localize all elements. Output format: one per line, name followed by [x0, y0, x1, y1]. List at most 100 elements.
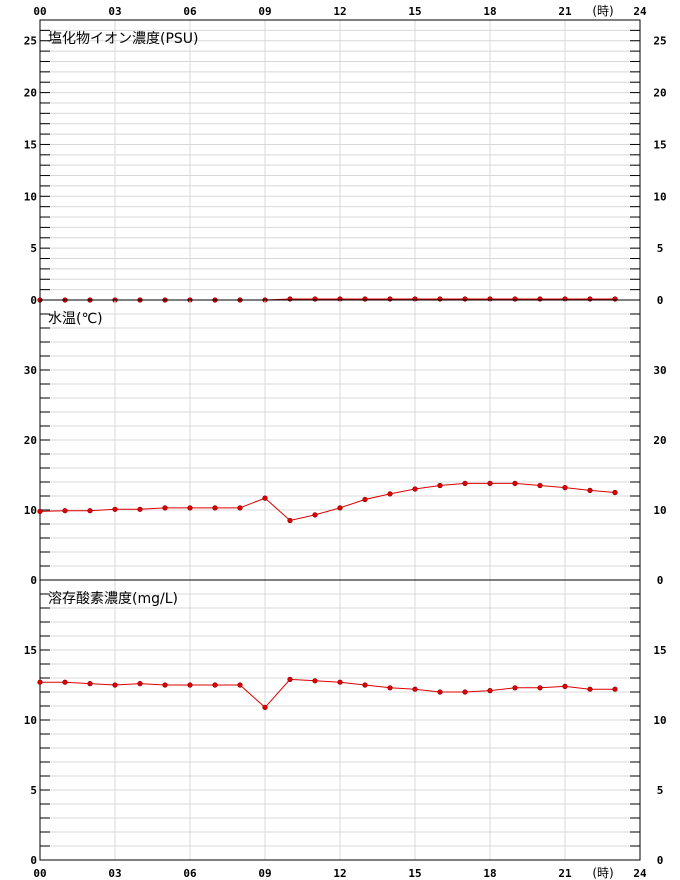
y-tick-label-left: 20: [24, 87, 37, 100]
y-tick-label-left: 0: [30, 854, 37, 867]
data-point: [37, 508, 43, 515]
data-point: [137, 680, 143, 687]
y-tick-label-left: 30: [24, 364, 37, 377]
data-point: [87, 508, 93, 514]
y-tick-label-left: 20: [24, 434, 37, 447]
data-point: [162, 682, 168, 688]
x-tick-label-top: 12: [333, 5, 346, 18]
x-tick-label-bottom: 15: [408, 867, 421, 880]
y-tick-label-right: 10: [653, 714, 666, 727]
data-point: [512, 685, 518, 691]
data-point: [537, 296, 543, 302]
y-tick-label-left: 10: [24, 504, 37, 517]
data-point: [537, 482, 543, 489]
x-tick-label-bottom: 12: [333, 867, 346, 880]
y-tick-label-left: 5: [30, 784, 37, 797]
x-tick-label-top: 06: [183, 5, 197, 18]
data-point: [387, 685, 393, 691]
y-tick-label-right: 20: [653, 434, 666, 447]
x-tick-label-bottom: 03: [108, 867, 121, 880]
x-tick-label-bottom: 18: [483, 867, 496, 880]
data-point: [462, 480, 468, 487]
y-tick-label-right: 25: [653, 35, 666, 48]
x-tick-label-bottom: 21: [558, 867, 572, 880]
data-point: [137, 506, 143, 512]
data-point: [237, 682, 243, 688]
data-point: [587, 487, 593, 494]
data-point: [512, 296, 518, 302]
data-point: [362, 296, 368, 302]
x-tick-label-bottom: 24: [633, 867, 647, 880]
panel-3: [37, 579, 641, 861]
data-point: [262, 704, 268, 711]
x-unit-label-top: (時): [592, 4, 613, 18]
y-tick-label-left: 15: [24, 138, 37, 151]
series-line: [39, 482, 616, 522]
panel-title: 水温(℃): [48, 311, 103, 327]
data-point: [437, 689, 443, 695]
data-point: [187, 682, 193, 688]
data-point: [37, 679, 43, 685]
data-point: [612, 489, 618, 496]
data-point: [587, 296, 593, 302]
y-tick-label-right: 0: [657, 854, 664, 867]
data-point: [562, 683, 568, 690]
data-point: [287, 676, 293, 683]
data-point: [62, 508, 68, 514]
data-point: [337, 679, 343, 685]
data-point: [312, 678, 318, 684]
data-point: [212, 505, 218, 511]
panel-2: [37, 299, 641, 581]
data-point: [87, 680, 93, 687]
data-point: [487, 687, 493, 694]
panel-title: 塩化物イオン濃度(PSU): [48, 31, 199, 47]
data-point: [112, 682, 118, 688]
y-tick-label-left: 0: [30, 294, 37, 307]
data-point: [612, 686, 618, 692]
data-point: [437, 482, 443, 489]
data-point: [412, 686, 418, 692]
x-unit-label-bottom: (時): [592, 866, 613, 880]
y-tick-label-right: 5: [657, 784, 664, 797]
data-point: [362, 682, 368, 688]
y-tick-label-right: 10: [653, 190, 666, 203]
x-tick-label-top: 18: [483, 5, 496, 18]
data-point: [337, 505, 343, 511]
data-point: [487, 480, 493, 487]
x-tick-label-top: 00: [33, 5, 46, 18]
y-tick-label-left: 5: [30, 242, 37, 255]
y-tick-label-right: 5: [657, 242, 664, 255]
y-tick-label-right: 15: [653, 644, 666, 657]
data-point: [462, 689, 468, 695]
data-point: [387, 491, 393, 497]
data-point: [62, 679, 68, 685]
data-point: [312, 296, 318, 302]
data-point: [437, 296, 443, 302]
panel-title: 溶存酸素濃度(mg/L): [48, 591, 178, 607]
data-point: [587, 686, 593, 692]
y-tick-label-left: 25: [24, 35, 37, 48]
panel-1: [37, 19, 641, 303]
data-point: [112, 506, 118, 512]
data-point: [512, 480, 518, 487]
data-point: [412, 486, 418, 492]
y-tick-label-left: 15: [24, 644, 37, 657]
data-point: [237, 505, 243, 511]
panel-frame: [39, 579, 641, 861]
y-tick-label-left: 0: [30, 574, 37, 587]
series-line: [40, 678, 615, 709]
data-point: [212, 682, 218, 688]
data-point: [187, 505, 193, 511]
data-point: [262, 495, 268, 501]
x-tick-label-top: 09: [258, 5, 271, 18]
y-tick-label-right: 30: [653, 364, 666, 377]
y-tick-label-right: 10: [653, 504, 666, 517]
x-tick-label-top: 15: [408, 5, 421, 18]
y-tick-label-right: 0: [657, 574, 664, 587]
y-tick-label-right: 15: [653, 138, 666, 151]
y-tick-label-left: 10: [24, 190, 37, 203]
y-tick-label-left: 10: [24, 714, 37, 727]
x-tick-label-bottom: 00: [33, 867, 46, 880]
y-tick-label-right: 0: [657, 294, 664, 307]
